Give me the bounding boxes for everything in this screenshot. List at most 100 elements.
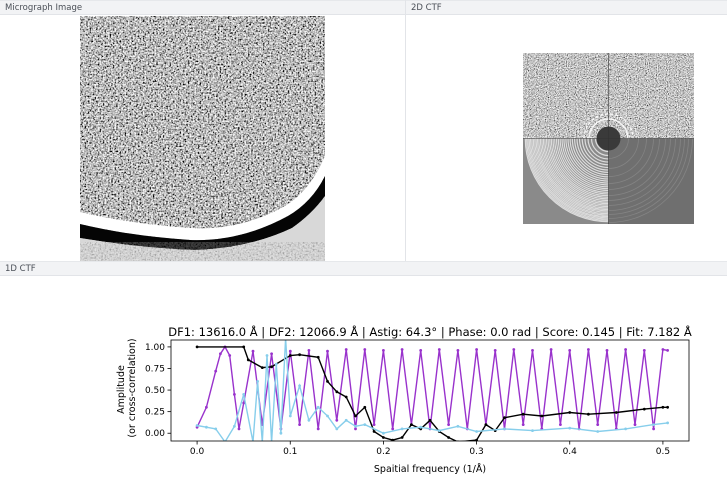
- series-1-point: [400, 436, 404, 439]
- series-1-point: [475, 438, 478, 441]
- series-1-point: [540, 414, 544, 418]
- series-2-point: [265, 354, 269, 357]
- ctf-1d-plot[interactable]: DF1: 13616.0 Å | DF2: 12066.9 Å | Astig:…: [0, 276, 727, 501]
- series-2-point: [363, 423, 367, 426]
- series-0-point: [605, 349, 609, 352]
- series-1-point: [326, 380, 329, 383]
- series-2-point: [624, 427, 627, 431]
- series-0-point: [372, 423, 376, 426]
- series-1-point: [447, 436, 450, 439]
- ctf2d-power-quadrant: [608, 138, 694, 224]
- ctf2d-panel-header: 2D CTF: [406, 0, 727, 15]
- series-2-point: [666, 421, 669, 425]
- series-0-point: [475, 348, 478, 351]
- y-axis-label-line2: (or cross-correlation): [127, 338, 138, 437]
- series-0-point: [344, 348, 348, 351]
- micrograph-panel-title: Micrograph Image: [5, 3, 83, 13]
- series-2-point: [195, 424, 199, 427]
- series-2-point: [335, 427, 339, 431]
- series-0-point: [382, 349, 385, 352]
- series-2-point: [568, 426, 572, 430]
- series-0-point: [437, 348, 441, 351]
- series-2-point: [256, 380, 259, 383]
- series-2-point: [279, 431, 283, 435]
- x-tick-label: 0.5: [656, 447, 670, 457]
- series-1-point: [587, 412, 590, 416]
- series-1-point: [391, 438, 395, 441]
- carbon-texture: [80, 242, 325, 261]
- series-0-point: [251, 349, 255, 353]
- series-1-point: [614, 411, 618, 414]
- series-0-point: [587, 348, 590, 351]
- series-1-point: [270, 365, 273, 369]
- x-tick-label: 0.2: [376, 447, 390, 457]
- ctf1d-panel-title: 1D CTF: [5, 264, 36, 274]
- micrograph-image[interactable]: [80, 16, 325, 261]
- series-0-point: [354, 427, 357, 431]
- ctf2d-panel-title: 2D CTF: [411, 3, 442, 13]
- series-0-point: [493, 349, 497, 352]
- ice-edge-white: [80, 156, 325, 241]
- series-1-point: [661, 405, 665, 409]
- series-1-point: [335, 390, 339, 394]
- series-0-point: [316, 427, 320, 431]
- series-1-point: [521, 412, 525, 416]
- series-2-point: [652, 423, 655, 426]
- series-2-point: [382, 431, 385, 435]
- series-0-point: [298, 423, 301, 426]
- series-1-point: [195, 345, 199, 349]
- series-0-point: [270, 352, 273, 356]
- series-0-point: [391, 427, 395, 431]
- series-1-point: [354, 414, 357, 418]
- x-tick-label: 0.4: [563, 447, 578, 457]
- series-2-point: [298, 384, 301, 388]
- series-0-point: [568, 349, 572, 352]
- series-2-point: [344, 418, 348, 422]
- series-2-point: [233, 424, 236, 428]
- ctf-2d-image[interactable]: [523, 53, 694, 224]
- series-1-point: [246, 358, 250, 362]
- x-tick-label: 0.0: [190, 447, 205, 457]
- series-0-point: [419, 349, 423, 352]
- series-2-point: [205, 425, 208, 429]
- panel-divider: [405, 0, 406, 262]
- x-axis-label: Spaitial frequency (1/Å): [374, 463, 486, 475]
- series-0-point: [307, 349, 311, 352]
- series-2-point: [531, 429, 534, 432]
- series-0-point: [335, 418, 339, 422]
- series-1-point: [410, 423, 413, 426]
- series-2-point: [419, 425, 423, 429]
- series-0-point: [363, 348, 367, 351]
- series-0-point: [219, 352, 222, 356]
- series-1-point: [344, 395, 348, 399]
- y-axis-label-line1: Amplitude: [116, 365, 127, 414]
- series-2-point: [475, 430, 478, 433]
- series-2-point: [307, 418, 311, 422]
- series-0-point: [205, 405, 208, 409]
- series-0-point: [237, 427, 241, 431]
- series-0-point: [288, 349, 292, 353]
- series-0-point: [456, 349, 460, 352]
- series-0-point: [326, 349, 329, 353]
- series-0-point: [242, 401, 246, 405]
- series-1-point: [568, 411, 572, 414]
- chart-title: DF1: 13616.0 Å | DF2: 12066.9 Å | Astig:…: [168, 324, 692, 339]
- series-2-point: [456, 424, 460, 428]
- series-1-point: [428, 418, 432, 422]
- series-2-point: [316, 405, 320, 409]
- series-2-point: [242, 393, 246, 396]
- y-tick-label: 0.50: [145, 386, 165, 396]
- micrograph-panel-header: Micrograph Image: [0, 0, 405, 15]
- series-0-point: [233, 393, 236, 396]
- series-1-point: [484, 423, 488, 426]
- series-0-point: [447, 423, 450, 426]
- series-2-point: [326, 414, 329, 418]
- y-tick-label: 0.25: [145, 408, 165, 418]
- series-2-point: [400, 427, 404, 431]
- x-tick-label: 0.1: [283, 447, 297, 457]
- series-1-point: [382, 436, 385, 439]
- y-axis-label: Amplitude (or cross-correlation): [116, 338, 138, 437]
- y-tick-label: 0.75: [145, 364, 165, 374]
- series-0-point: [214, 369, 218, 373]
- series-1-point: [260, 366, 264, 369]
